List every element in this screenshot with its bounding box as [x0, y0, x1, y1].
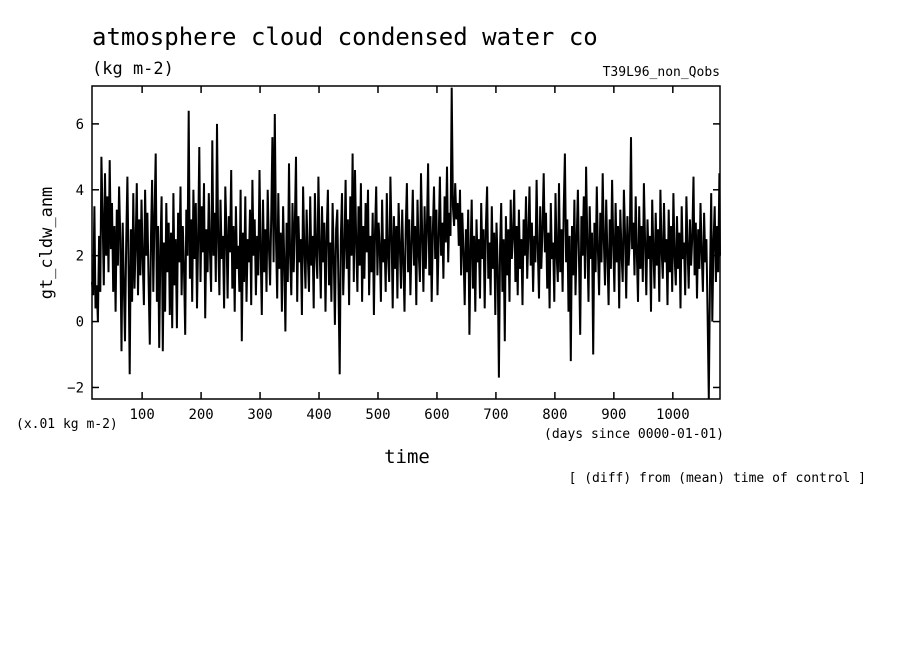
x-tick-label: 600	[424, 407, 449, 423]
x-tick-label: 100	[129, 407, 154, 423]
y-tick-label: 6	[76, 117, 84, 133]
x-tick-label: 500	[365, 407, 390, 423]
x-tick-label: 700	[483, 407, 508, 423]
x-tick-label: 1000	[656, 407, 690, 423]
x-units-label: (days since 0000-01-01)	[544, 427, 724, 442]
units-label: (kg m-2)	[92, 59, 174, 79]
y-tick-label: 0	[76, 315, 84, 331]
x-tick-label: 900	[601, 407, 626, 423]
y-tick-label: −2	[67, 380, 84, 396]
plot-frame	[91, 85, 721, 400]
chart-title: atmosphere cloud condensed water co	[92, 23, 598, 51]
x-tick-label: 300	[247, 407, 272, 423]
x-ticks: 100 200 300 400 500 600 700 800 900 1000	[129, 86, 690, 423]
y-tick-label: 2	[76, 249, 84, 265]
x-tick-label: 800	[542, 407, 567, 423]
footnote: [ (diff) from (mean) time of control ]	[569, 471, 866, 486]
y-scale-note: (x.01 kg m-2)	[16, 417, 118, 432]
x-tick-label: 400	[306, 407, 331, 423]
y-tick-label: 4	[76, 183, 84, 199]
x-axis-label: time	[384, 446, 430, 468]
y-axis-label: gt_cldw_anm	[37, 187, 57, 300]
series-line	[91, 87, 721, 400]
experiment-label: T39L96_non_Qobs	[603, 65, 720, 80]
y-ticks: −2 0 2 4 6	[67, 117, 720, 396]
x-tick-label: 200	[188, 407, 213, 423]
